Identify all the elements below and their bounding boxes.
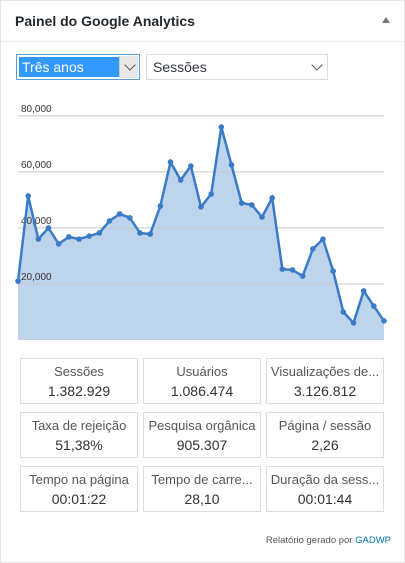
select-button bbox=[119, 56, 138, 78]
chevron bbox=[311, 59, 323, 71]
stat-value: 2,26 bbox=[311, 437, 339, 453]
point bbox=[15, 278, 21, 284]
point bbox=[350, 320, 357, 326]
point bbox=[198, 204, 204, 210]
point bbox=[55, 241, 62, 247]
stat-label: Pesquisa orgânica bbox=[148, 418, 256, 433]
point bbox=[86, 233, 92, 239]
point bbox=[208, 191, 214, 197]
stat-value: 00:01:44 bbox=[297, 491, 353, 507]
stat-box: Sessões 1.382.929 bbox=[20, 358, 138, 404]
footer-text: Relatório gerado por bbox=[265, 535, 353, 546]
stat-label: Visualizações de... bbox=[270, 364, 380, 379]
point bbox=[360, 288, 367, 294]
point bbox=[330, 268, 336, 274]
period-value: Três anos bbox=[19, 57, 122, 77]
stat-box: Duração da sess... 00:01:44 bbox=[266, 466, 384, 512]
period-select[interactable]: Três anos bbox=[16, 54, 140, 80]
stat-label: Taxa de rejeição bbox=[31, 418, 127, 433]
point bbox=[310, 246, 316, 252]
point bbox=[25, 193, 31, 199]
stat-label: Página / sessão bbox=[278, 418, 372, 433]
y-tick-label: 40,000 bbox=[21, 216, 52, 227]
point bbox=[116, 211, 123, 217]
y-tick-label: 60,000 bbox=[21, 160, 52, 171]
point bbox=[188, 163, 194, 169]
stat-label: Usuários bbox=[176, 364, 228, 379]
point bbox=[177, 177, 184, 183]
y-tick-label: 20,000 bbox=[21, 272, 52, 283]
stat-value: 3.126.812 bbox=[293, 383, 357, 399]
point bbox=[371, 303, 377, 309]
widget-title: Painel do Google Analytics bbox=[15, 13, 195, 29]
point bbox=[299, 273, 306, 279]
point bbox=[66, 234, 72, 240]
stat-label: Sessões bbox=[54, 364, 104, 379]
collapse-toggle[interactable] bbox=[382, 17, 390, 23]
stat-value: 1.086.474 bbox=[170, 383, 234, 399]
widget-header: Painel do Google Analytics bbox=[1, 1, 404, 42]
point bbox=[269, 195, 275, 201]
chart: 20,000 40,000 60,000 80,000 bbox=[15, 104, 387, 341]
stat-value: 905.307 bbox=[176, 437, 228, 453]
point bbox=[279, 266, 286, 272]
area bbox=[18, 127, 384, 341]
stat-value: 28,10 bbox=[184, 491, 220, 507]
stat-value: 1.382.929 bbox=[47, 383, 111, 399]
point bbox=[381, 318, 387, 324]
footer: Relatório gerado por GADWP bbox=[266, 535, 391, 546]
y-tick-label: 80,000 bbox=[21, 104, 52, 115]
stat-label: Duração da sess... bbox=[270, 472, 380, 487]
metric-value: Sessões bbox=[153, 59, 207, 75]
footer-link[interactable]: GADWP bbox=[355, 535, 391, 546]
point bbox=[218, 124, 225, 130]
point bbox=[137, 230, 143, 236]
stat-box: Visualizações de... 3.126.812 bbox=[266, 358, 384, 404]
point bbox=[340, 309, 347, 315]
point bbox=[249, 202, 255, 208]
stat-value: 51,38% bbox=[55, 437, 103, 453]
point bbox=[259, 214, 265, 220]
point bbox=[147, 231, 153, 237]
chevron bbox=[124, 59, 136, 71]
stat-value: 00:01:22 bbox=[51, 491, 107, 507]
stat-box: Tempo na página 00:01:22 bbox=[20, 466, 138, 512]
point bbox=[35, 236, 42, 242]
stat-box: Pesquisa orgânica 905.307 bbox=[143, 412, 261, 458]
stat-box: Taxa de rejeição 51,38% bbox=[20, 412, 138, 458]
point bbox=[96, 230, 103, 236]
stat-box: Tempo de carre... 28,10 bbox=[143, 466, 261, 512]
point bbox=[157, 203, 164, 209]
point bbox=[127, 215, 133, 221]
point bbox=[76, 236, 82, 242]
point bbox=[167, 159, 174, 165]
point bbox=[238, 200, 245, 206]
stat-label: Tempo na página bbox=[29, 472, 129, 487]
point bbox=[289, 267, 296, 273]
stat-label: Tempo de carre... bbox=[151, 472, 253, 487]
point bbox=[45, 225, 52, 231]
stat-box: Página / sessão 2,26 bbox=[266, 412, 384, 458]
point bbox=[106, 218, 113, 224]
metric-select[interactable]: Sessões bbox=[146, 54, 328, 80]
point bbox=[320, 236, 326, 242]
stat-box: Usuários 1.086.474 bbox=[143, 358, 261, 404]
point bbox=[228, 162, 235, 168]
stats-grid: Sessões 1.382.929 Usuários 1.086.474 Visuali… bbox=[20, 358, 384, 512]
